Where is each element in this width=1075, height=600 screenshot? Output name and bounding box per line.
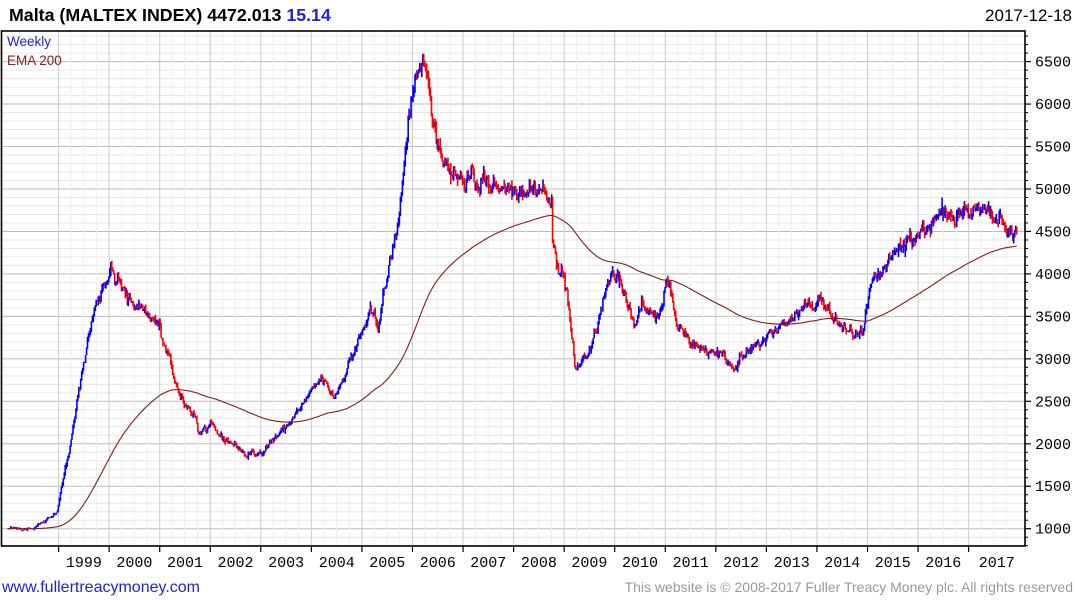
- svg-text:2016: 2016: [925, 555, 961, 572]
- svg-text:2001: 2001: [167, 555, 203, 572]
- svg-text:2000: 2000: [1035, 437, 1071, 454]
- svg-text:2008: 2008: [521, 555, 557, 572]
- svg-text:2011: 2011: [673, 555, 709, 572]
- svg-text:2015: 2015: [875, 555, 911, 572]
- svg-text:2005: 2005: [369, 555, 405, 572]
- svg-text:2003: 2003: [268, 555, 304, 572]
- svg-text:2014: 2014: [824, 555, 860, 572]
- svg-text:2013: 2013: [774, 555, 810, 572]
- svg-text:1999: 1999: [66, 555, 102, 572]
- svg-text:5500: 5500: [1035, 140, 1071, 157]
- svg-text:4000: 4000: [1035, 267, 1071, 284]
- svg-text:2000: 2000: [116, 555, 152, 572]
- svg-text:3000: 3000: [1035, 352, 1071, 369]
- svg-text:2006: 2006: [420, 555, 456, 572]
- svg-text:5000: 5000: [1035, 182, 1071, 199]
- svg-text:2002: 2002: [217, 555, 253, 572]
- svg-text:1500: 1500: [1035, 479, 1071, 496]
- svg-text:6000: 6000: [1035, 97, 1071, 114]
- svg-text:4500: 4500: [1035, 224, 1071, 241]
- svg-text:3500: 3500: [1035, 309, 1071, 326]
- svg-text:2500: 2500: [1035, 394, 1071, 411]
- svg-text:2017: 2017: [979, 555, 1015, 572]
- svg-text:2007: 2007: [470, 555, 506, 572]
- svg-text:2010: 2010: [622, 555, 658, 572]
- svg-text:1000: 1000: [1035, 522, 1071, 539]
- svg-text:2004: 2004: [319, 555, 355, 572]
- svg-text:2009: 2009: [571, 555, 607, 572]
- svg-text:6500: 6500: [1035, 55, 1071, 72]
- svg-text:2012: 2012: [723, 555, 759, 572]
